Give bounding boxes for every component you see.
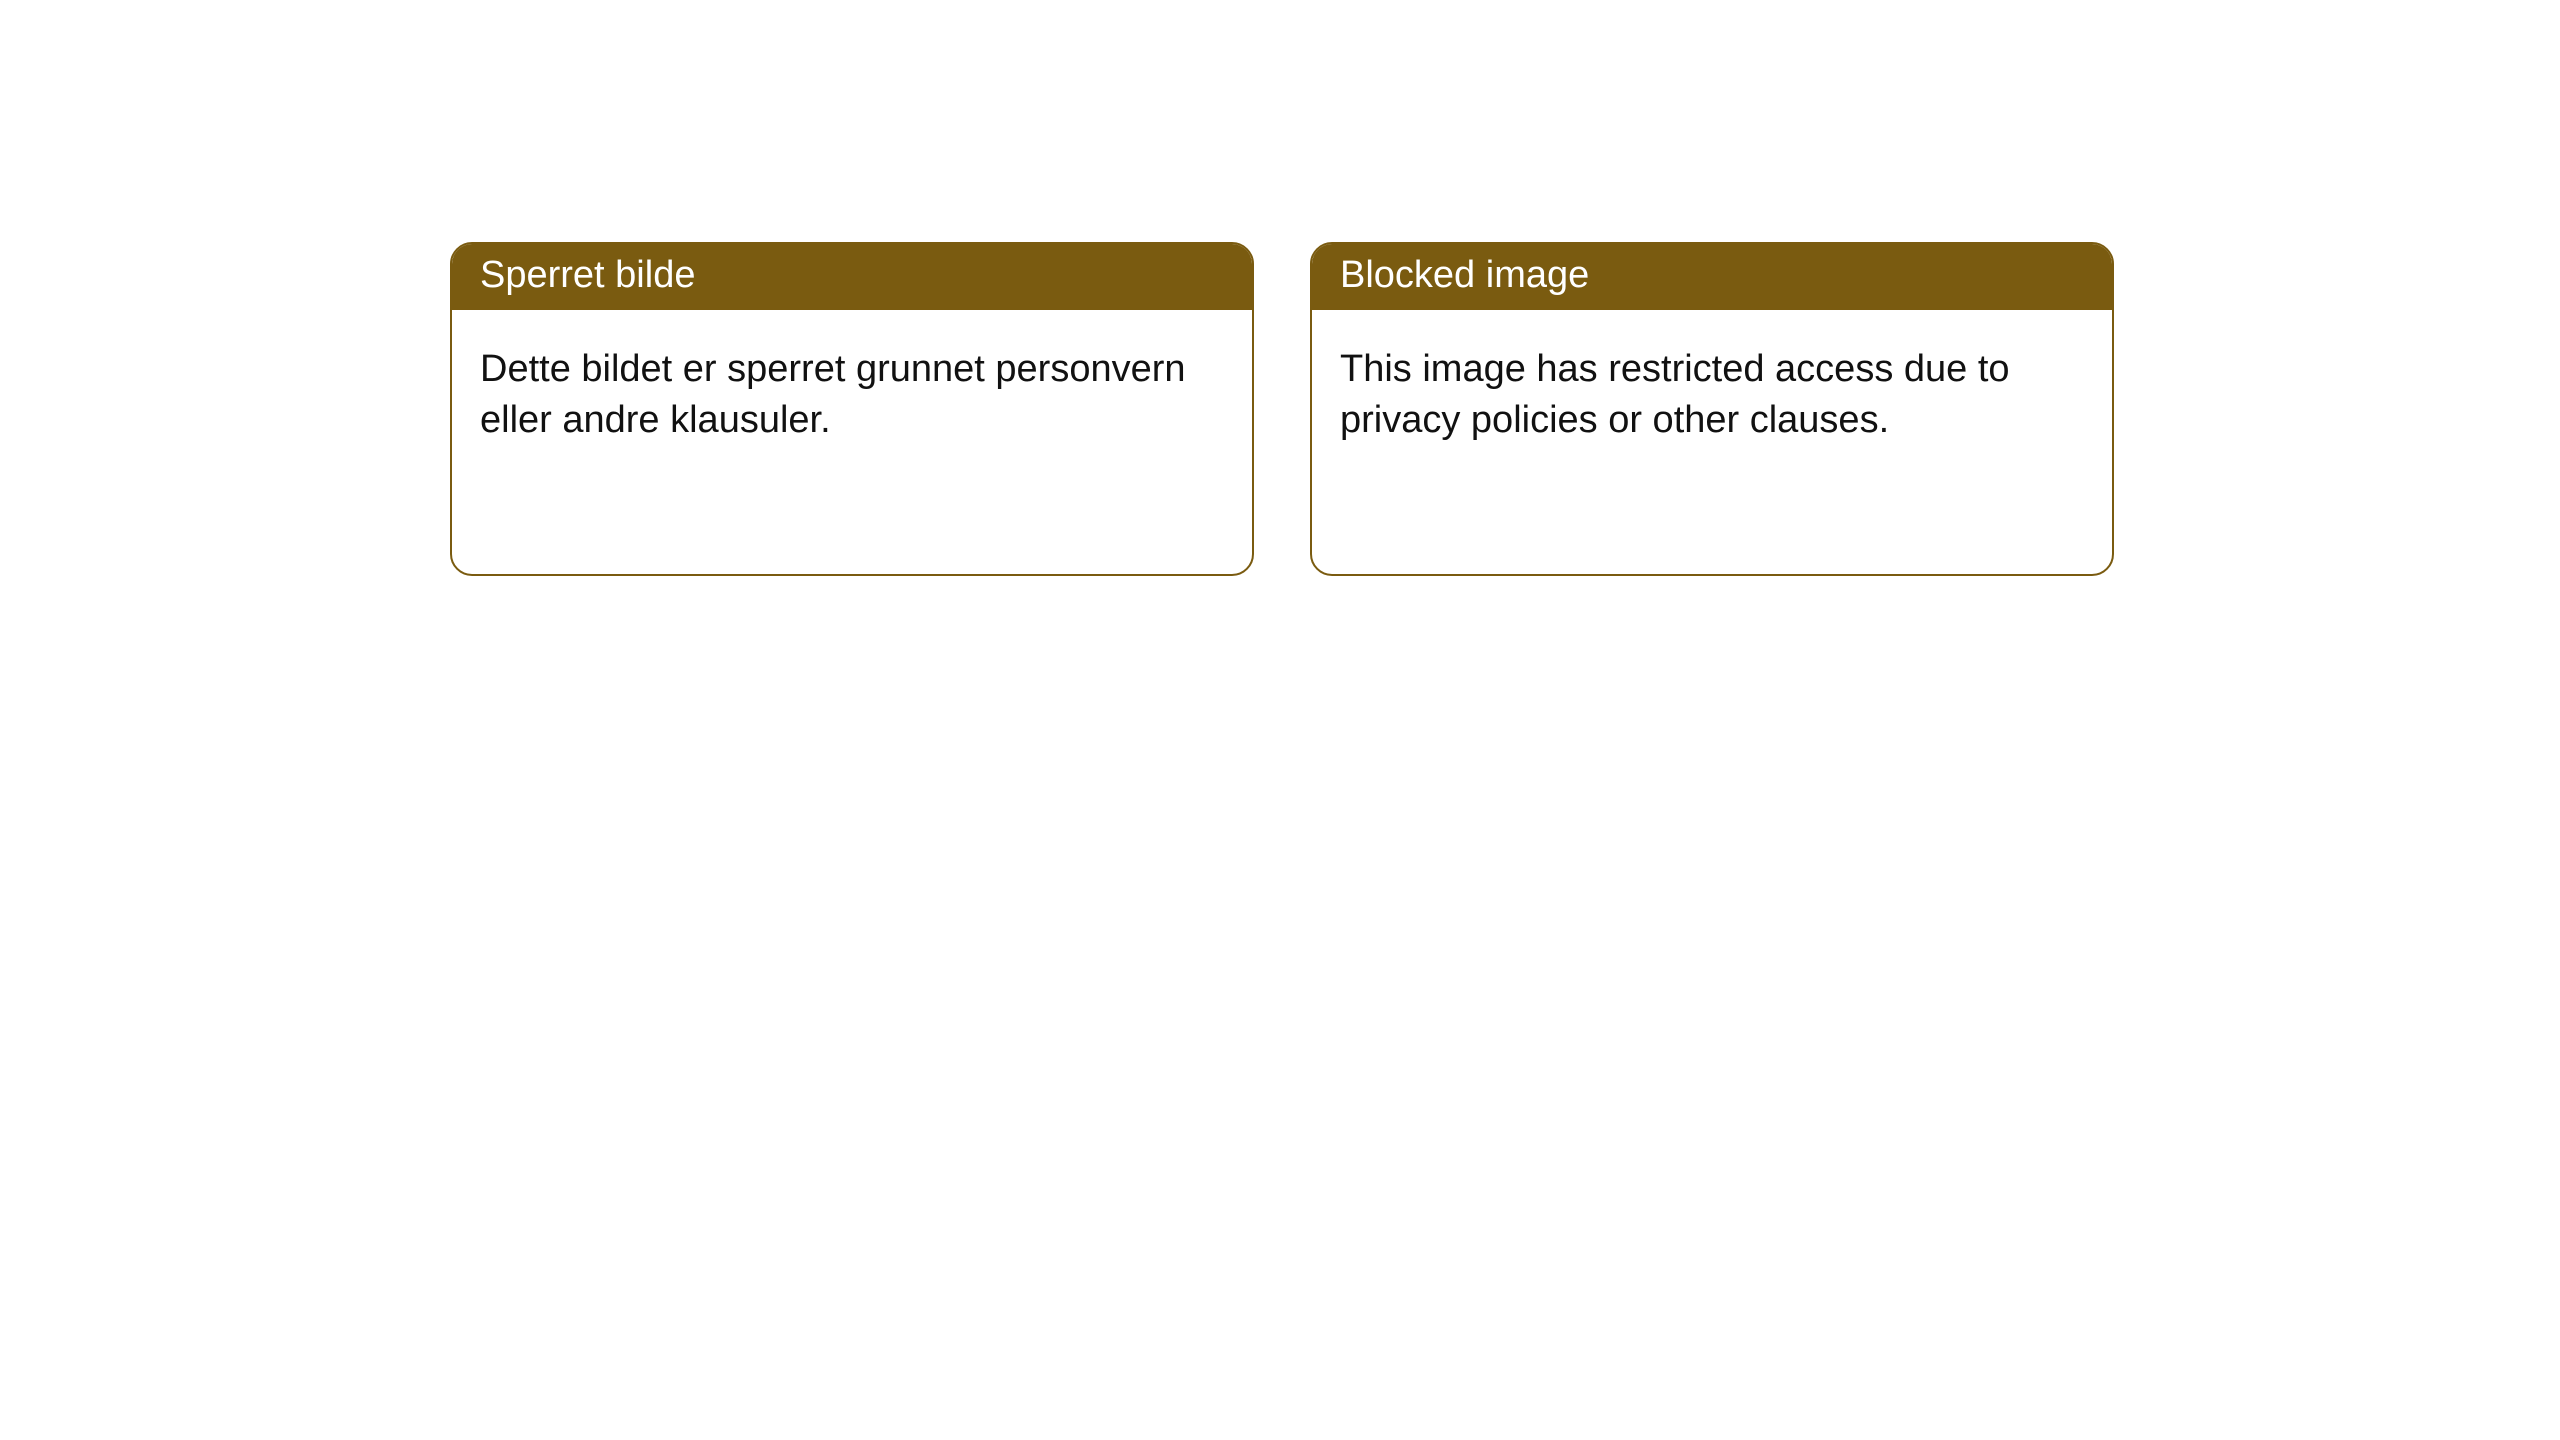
notice-card-body: This image has restricted access due to …	[1312, 310, 2112, 467]
notice-card-no: Sperret bilde Dette bildet er sperret gr…	[450, 242, 1254, 576]
notice-card-en: Blocked image This image has restricted …	[1310, 242, 2114, 576]
notice-card-title: Sperret bilde	[452, 244, 1252, 310]
notice-card-body: Dette bildet er sperret grunnet personve…	[452, 310, 1252, 467]
notice-card-title: Blocked image	[1312, 244, 2112, 310]
notice-cards-container: Sperret bilde Dette bildet er sperret gr…	[450, 242, 2114, 576]
